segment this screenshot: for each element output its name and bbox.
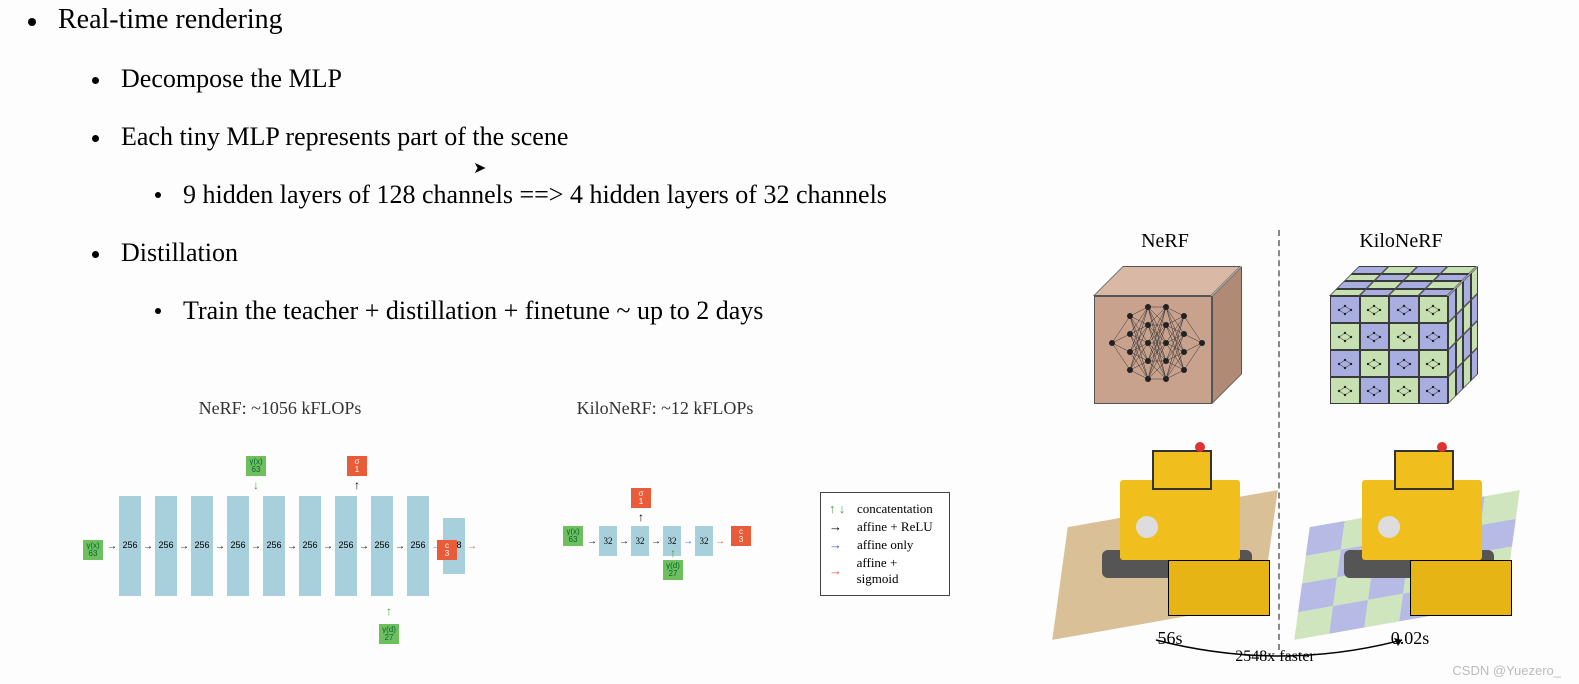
vertical-divider	[1278, 230, 1280, 650]
nerf-vs-kilonerf-figure: NeRF KiloNeRF 56s 0.02s	[1060, 230, 1560, 670]
legend-label: concatentation	[857, 501, 933, 517]
bullet-text: Distillation	[121, 238, 238, 268]
concat-arrow-icon: ↑ ↓	[829, 503, 851, 515]
nerf-color-output: c 3	[437, 540, 457, 560]
nerf-column-title: NeRF	[1060, 230, 1270, 253]
label: 1	[639, 498, 643, 506]
label: 63	[252, 466, 261, 474]
bullet-text: 9 hidden layers of 128 channels ==> 4 hi…	[183, 180, 887, 210]
label: 3	[739, 536, 743, 544]
bullet-l2-decompose: Decompose the MLP	[92, 64, 1579, 94]
label: 1	[355, 466, 359, 474]
legend-label: affine + ReLU	[857, 519, 933, 535]
kilo-diagram-title: KiloNeRF: ~12 kFLOPs	[555, 398, 775, 419]
legend-concat: ↑ ↓ concatentation	[829, 501, 941, 517]
concat-arrow-icon: ↑	[386, 604, 392, 619]
legend-affine-only: → affine only	[829, 537, 941, 553]
nerf-skip-gamma-x: γ(x) 63	[246, 456, 266, 476]
affine-arrow-icon: →	[829, 539, 851, 551]
nerf-input-gamma-x: γ(x) 63	[83, 540, 103, 560]
up-arrow-icon: ↑	[638, 510, 644, 525]
concat-arrow-icon: ↓	[253, 478, 259, 493]
legend-label: affine + sigmoid	[857, 555, 941, 587]
label: 27	[669, 570, 678, 578]
legend-relu: → affine + ReLU	[829, 519, 941, 535]
bullet-text: Train the teacher + distillation + finet…	[183, 296, 763, 326]
legend-sigmoid: → affine + sigmoid	[829, 555, 941, 587]
concat-arrow-icon: ↑	[670, 546, 676, 561]
nerf-zoom-inset	[1168, 560, 1270, 616]
kilo-input-gamma-d: γ(d) 27	[663, 560, 683, 580]
mlp-legend: ↑ ↓ concatentation → affine + ReLU → aff…	[820, 492, 950, 596]
kilonerf-column-title: KiloNeRF	[1296, 230, 1506, 253]
kilonerf-cube-icon	[1326, 260, 1476, 400]
mouse-cursor-icon: ➤	[473, 158, 486, 178]
bullet-l2-tiny-mlp: Each tiny MLP represents part of the sce…	[92, 122, 1579, 152]
label: 3	[445, 550, 449, 558]
label: 27	[385, 634, 394, 642]
up-arrow-icon: ↑	[354, 478, 360, 493]
kilo-sigma-output: σ 1	[631, 488, 651, 508]
legend-label: affine only	[857, 537, 913, 553]
label: 63	[89, 550, 98, 558]
nerf-cube-icon	[1090, 260, 1240, 400]
nerf-sigma-output: σ 1	[347, 456, 367, 476]
sigmoid-arrow-icon: →	[829, 565, 851, 577]
bullet-l1-realtime: Real-time rendering	[28, 4, 1579, 36]
label: 63	[569, 536, 578, 544]
nerf-network-icon	[1104, 298, 1214, 388]
bullet-text: Real-time rendering	[58, 4, 283, 36]
bullet-text: Decompose the MLP	[121, 64, 342, 94]
nerf-lego-render	[1060, 420, 1270, 620]
kilo-input-gamma-x: γ(x) 63	[563, 526, 583, 546]
nerf-input-gamma-d: γ(d) 27	[379, 624, 399, 644]
kilo-color-output: c 3	[731, 526, 751, 546]
nerf-mlp-diagram: →256→256→256→256→256→256→256→256→256→128…	[85, 426, 475, 646]
bullet-l3-layers: 9 hidden layers of 128 channels ==> 4 hi…	[155, 180, 1579, 210]
bullet-text: Each tiny MLP represents part of the sce…	[121, 122, 568, 152]
watermark: CSDN @Yuezero_	[1452, 663, 1561, 678]
kilonerf-lego-render	[1302, 420, 1512, 620]
kilo-mlp-diagram: →32→32→32→32→ γ(x) 63 σ 1 ↑ γ(d) 27 ↑ c …	[565, 426, 765, 606]
speedup-label: 2548x faster	[1165, 648, 1385, 678]
nerf-diagram-title: NeRF: ~1056 kFLOPs	[145, 398, 415, 419]
relu-arrow-icon: →	[829, 521, 851, 533]
kilonerf-zoom-inset	[1410, 560, 1512, 616]
